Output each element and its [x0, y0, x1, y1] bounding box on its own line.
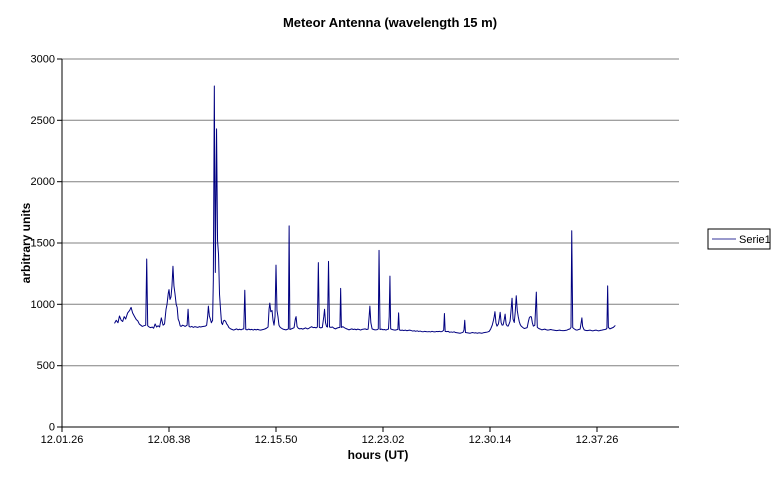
legend-label: Serie1: [739, 234, 771, 246]
x-tick-label: 12.23.02: [362, 434, 405, 446]
y-tick-label: 1500: [31, 238, 55, 250]
series-line-serie1: [114, 85, 616, 334]
gridlines: [62, 58, 679, 367]
y-tick-label: 500: [37, 360, 55, 372]
chart-title: Meteor Antenna (wavelength 15 m): [283, 15, 497, 30]
series-layer: [114, 85, 616, 334]
tick-labels: 0 500 1000 1500 2000 2500 3000 12.01.26 12.08.38…: [31, 54, 619, 447]
y-tick-label: 1000: [31, 299, 55, 311]
legend: Serie1: [707, 228, 771, 250]
y-tick-label: 2500: [31, 115, 55, 127]
x-tick-label: 12.15.50: [255, 434, 298, 446]
x-tick-label: 12.37.26: [576, 434, 619, 446]
y-tick-label: 0: [49, 422, 55, 434]
y-axis-title: arbitrary units: [19, 202, 33, 283]
legend-box: [707, 228, 771, 250]
y-tick-label: 3000: [31, 54, 55, 66]
x-axis-title: hours (UT): [348, 448, 409, 462]
x-tick-label: 12.01.26: [41, 434, 84, 446]
x-tick-label: 12.08.38: [148, 434, 191, 446]
x-tick-label: 12.30.14: [469, 434, 512, 446]
y-tick-label: 2000: [31, 176, 55, 188]
